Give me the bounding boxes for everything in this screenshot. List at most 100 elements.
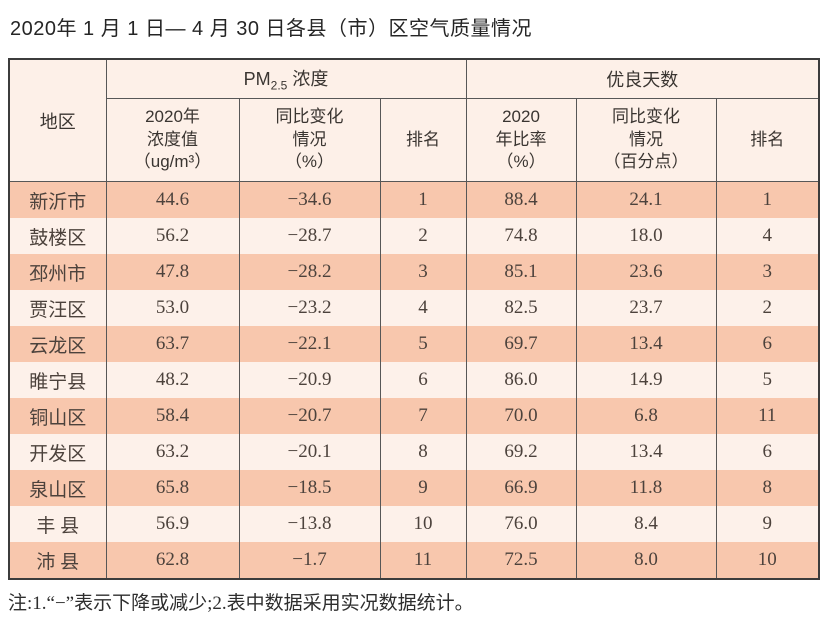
cell-region: 开发区 [8,434,107,470]
cell-pm-change: −18.5 [238,470,381,506]
cell-pm-rank: 8 [379,434,467,470]
col-header-rate: 2020 年比率 （%） [465,98,577,182]
cell-rate-change: 8.0 [575,542,717,579]
cell-region: 云龙区 [8,326,107,362]
cell-rate-rank: 6 [715,434,820,470]
cell-pm-change: −20.7 [238,398,381,434]
table-body: 新沂市 44.6 −34.6 1 88.4 24.1 1 鼓楼区 56.2 −2… [8,181,820,579]
pm25-label-suffix: 浓度 [287,69,329,90]
cell-pm-value: 58.4 [105,398,240,434]
cell-pm-change: −28.7 [238,218,381,254]
cell-pm-change: −13.8 [238,506,381,542]
col-header-pm-change: 同比变化 情况 （%） [238,98,381,182]
cell-rate-rank: 9 [715,506,820,542]
cell-pm-value: 44.6 [105,181,240,218]
cell-region: 丰 县 [8,506,107,542]
cell-rate-change: 8.4 [575,506,717,542]
cell-rate-rank: 3 [715,254,820,290]
cell-pm-change: −34.6 [238,181,381,218]
cell-rate-rank: 6 [715,326,820,362]
col-header-pm-value: 2020年 浓度值 （ug/m³） [105,98,240,182]
cell-rate-rank: 4 [715,218,820,254]
table-row: 贾汪区 53.0 −23.2 4 82.5 23.7 2 [8,290,820,326]
cell-pm-rank: 9 [379,470,467,506]
cell-rate-change: 6.8 [575,398,717,434]
table-header: 地区 PM2.5 浓度 优良天数 2020年 浓度值 （ug/m³） 同比变化 … [8,59,820,182]
col-header-pm-rank: 排名 [379,98,467,182]
table-row: 丰 县 56.9 −13.8 10 76.0 8.4 9 [8,506,820,542]
cell-rate: 66.9 [465,470,577,506]
cell-pm-value: 63.7 [105,326,240,362]
cell-region: 睢宁县 [8,362,107,398]
cell-pm-value: 53.0 [105,290,240,326]
cell-pm-rank: 11 [379,542,467,579]
col-group-pm25: PM2.5 浓度 [105,59,467,99]
cell-pm-value: 63.2 [105,434,240,470]
table-row: 邳州市 47.8 −28.2 3 85.1 23.6 3 [8,254,820,290]
table-row: 泉山区 65.8 −18.5 9 66.9 11.8 8 [8,470,820,506]
cell-rate-change: 24.1 [575,181,717,218]
col-header-rate-rank: 排名 [715,98,820,182]
cell-pm-rank: 1 [379,181,467,218]
cell-rate: 76.0 [465,506,577,542]
cell-rate: 70.0 [465,398,577,434]
cell-region: 沛 县 [8,542,107,579]
cell-rate: 86.0 [465,362,577,398]
cell-pm-value: 56.2 [105,218,240,254]
air-quality-table: 地区 PM2.5 浓度 优良天数 2020年 浓度值 （ug/m³） 同比变化 … [8,58,821,580]
cell-region: 泉山区 [8,470,107,506]
cell-rate-change: 13.4 [575,326,717,362]
cell-pm-change: −22.1 [238,326,381,362]
cell-rate: 82.5 [465,290,577,326]
cell-pm-rank: 2 [379,218,467,254]
col-header-rate-change: 同比变化 情况 （百分点） [575,98,717,182]
cell-rate-rank: 1 [715,181,820,218]
footnote: 注:1.“−”表示下降或减少;2.表中数据采用实况数据统计。 [8,593,474,614]
cell-rate-change: 23.7 [575,290,717,326]
cell-region: 铜山区 [8,398,107,434]
cell-rate: 69.7 [465,326,577,362]
page-title: 2020年 1 月 1 日— 4 月 30 日各县（市）区空气质量情况 [10,18,533,40]
cell-pm-rank: 6 [379,362,467,398]
cell-rate-rank: 5 [715,362,820,398]
cell-rate-rank: 11 [715,398,820,434]
cell-pm-change: −23.2 [238,290,381,326]
cell-pm-change: −20.9 [238,362,381,398]
cell-pm-rank: 7 [379,398,467,434]
cell-rate-change: 18.0 [575,218,717,254]
cell-rate-change: 11.8 [575,470,717,506]
table-row: 沛 县 62.8 −1.7 11 72.5 8.0 10 [8,542,820,579]
table-row: 开发区 63.2 −20.1 8 69.2 13.4 6 [8,434,820,470]
sub-header-row: 2020年 浓度值 （ug/m³） 同比变化 情况 （%） 排名 2020 年比… [9,98,820,182]
cell-region: 贾汪区 [8,290,107,326]
cell-pm-rank: 10 [379,506,467,542]
cell-pm-change: −20.1 [238,434,381,470]
cell-pm-value: 56.9 [105,506,240,542]
cell-region: 新沂市 [8,181,107,218]
cell-region: 邳州市 [8,254,107,290]
cell-region: 鼓楼区 [8,218,107,254]
table-row: 睢宁县 48.2 −20.9 6 86.0 14.9 5 [8,362,820,398]
cell-pm-value: 65.8 [105,470,240,506]
cell-rate-rank: 2 [715,290,820,326]
col-header-region: 地区 [8,59,107,182]
cell-rate-change: 23.6 [575,254,717,290]
cell-rate: 69.2 [465,434,577,470]
cell-pm-change: −28.2 [238,254,381,290]
pm25-label-subscript: 2.5 [270,78,288,93]
table-row: 铜山区 58.4 −20.7 7 70.0 6.8 11 [8,398,820,434]
table-row: 鼓楼区 56.2 −28.7 2 74.8 18.0 4 [8,218,820,254]
cell-pm-rank: 4 [379,290,467,326]
cell-rate-rank: 8 [715,470,820,506]
cell-rate-change: 13.4 [575,434,717,470]
table-row: 新沂市 44.6 −34.6 1 88.4 24.1 1 [8,181,820,218]
cell-pm-value: 48.2 [105,362,240,398]
pm25-label-prefix: PM [243,69,271,90]
cell-rate-rank: 10 [715,542,820,579]
cell-pm-value: 62.8 [105,542,240,579]
cell-pm-value: 47.8 [105,254,240,290]
cell-rate: 88.4 [465,181,577,218]
cell-pm-change: −1.7 [238,542,381,579]
cell-rate-change: 14.9 [575,362,717,398]
group-header-row: 地区 PM2.5 浓度 优良天数 [8,59,820,182]
